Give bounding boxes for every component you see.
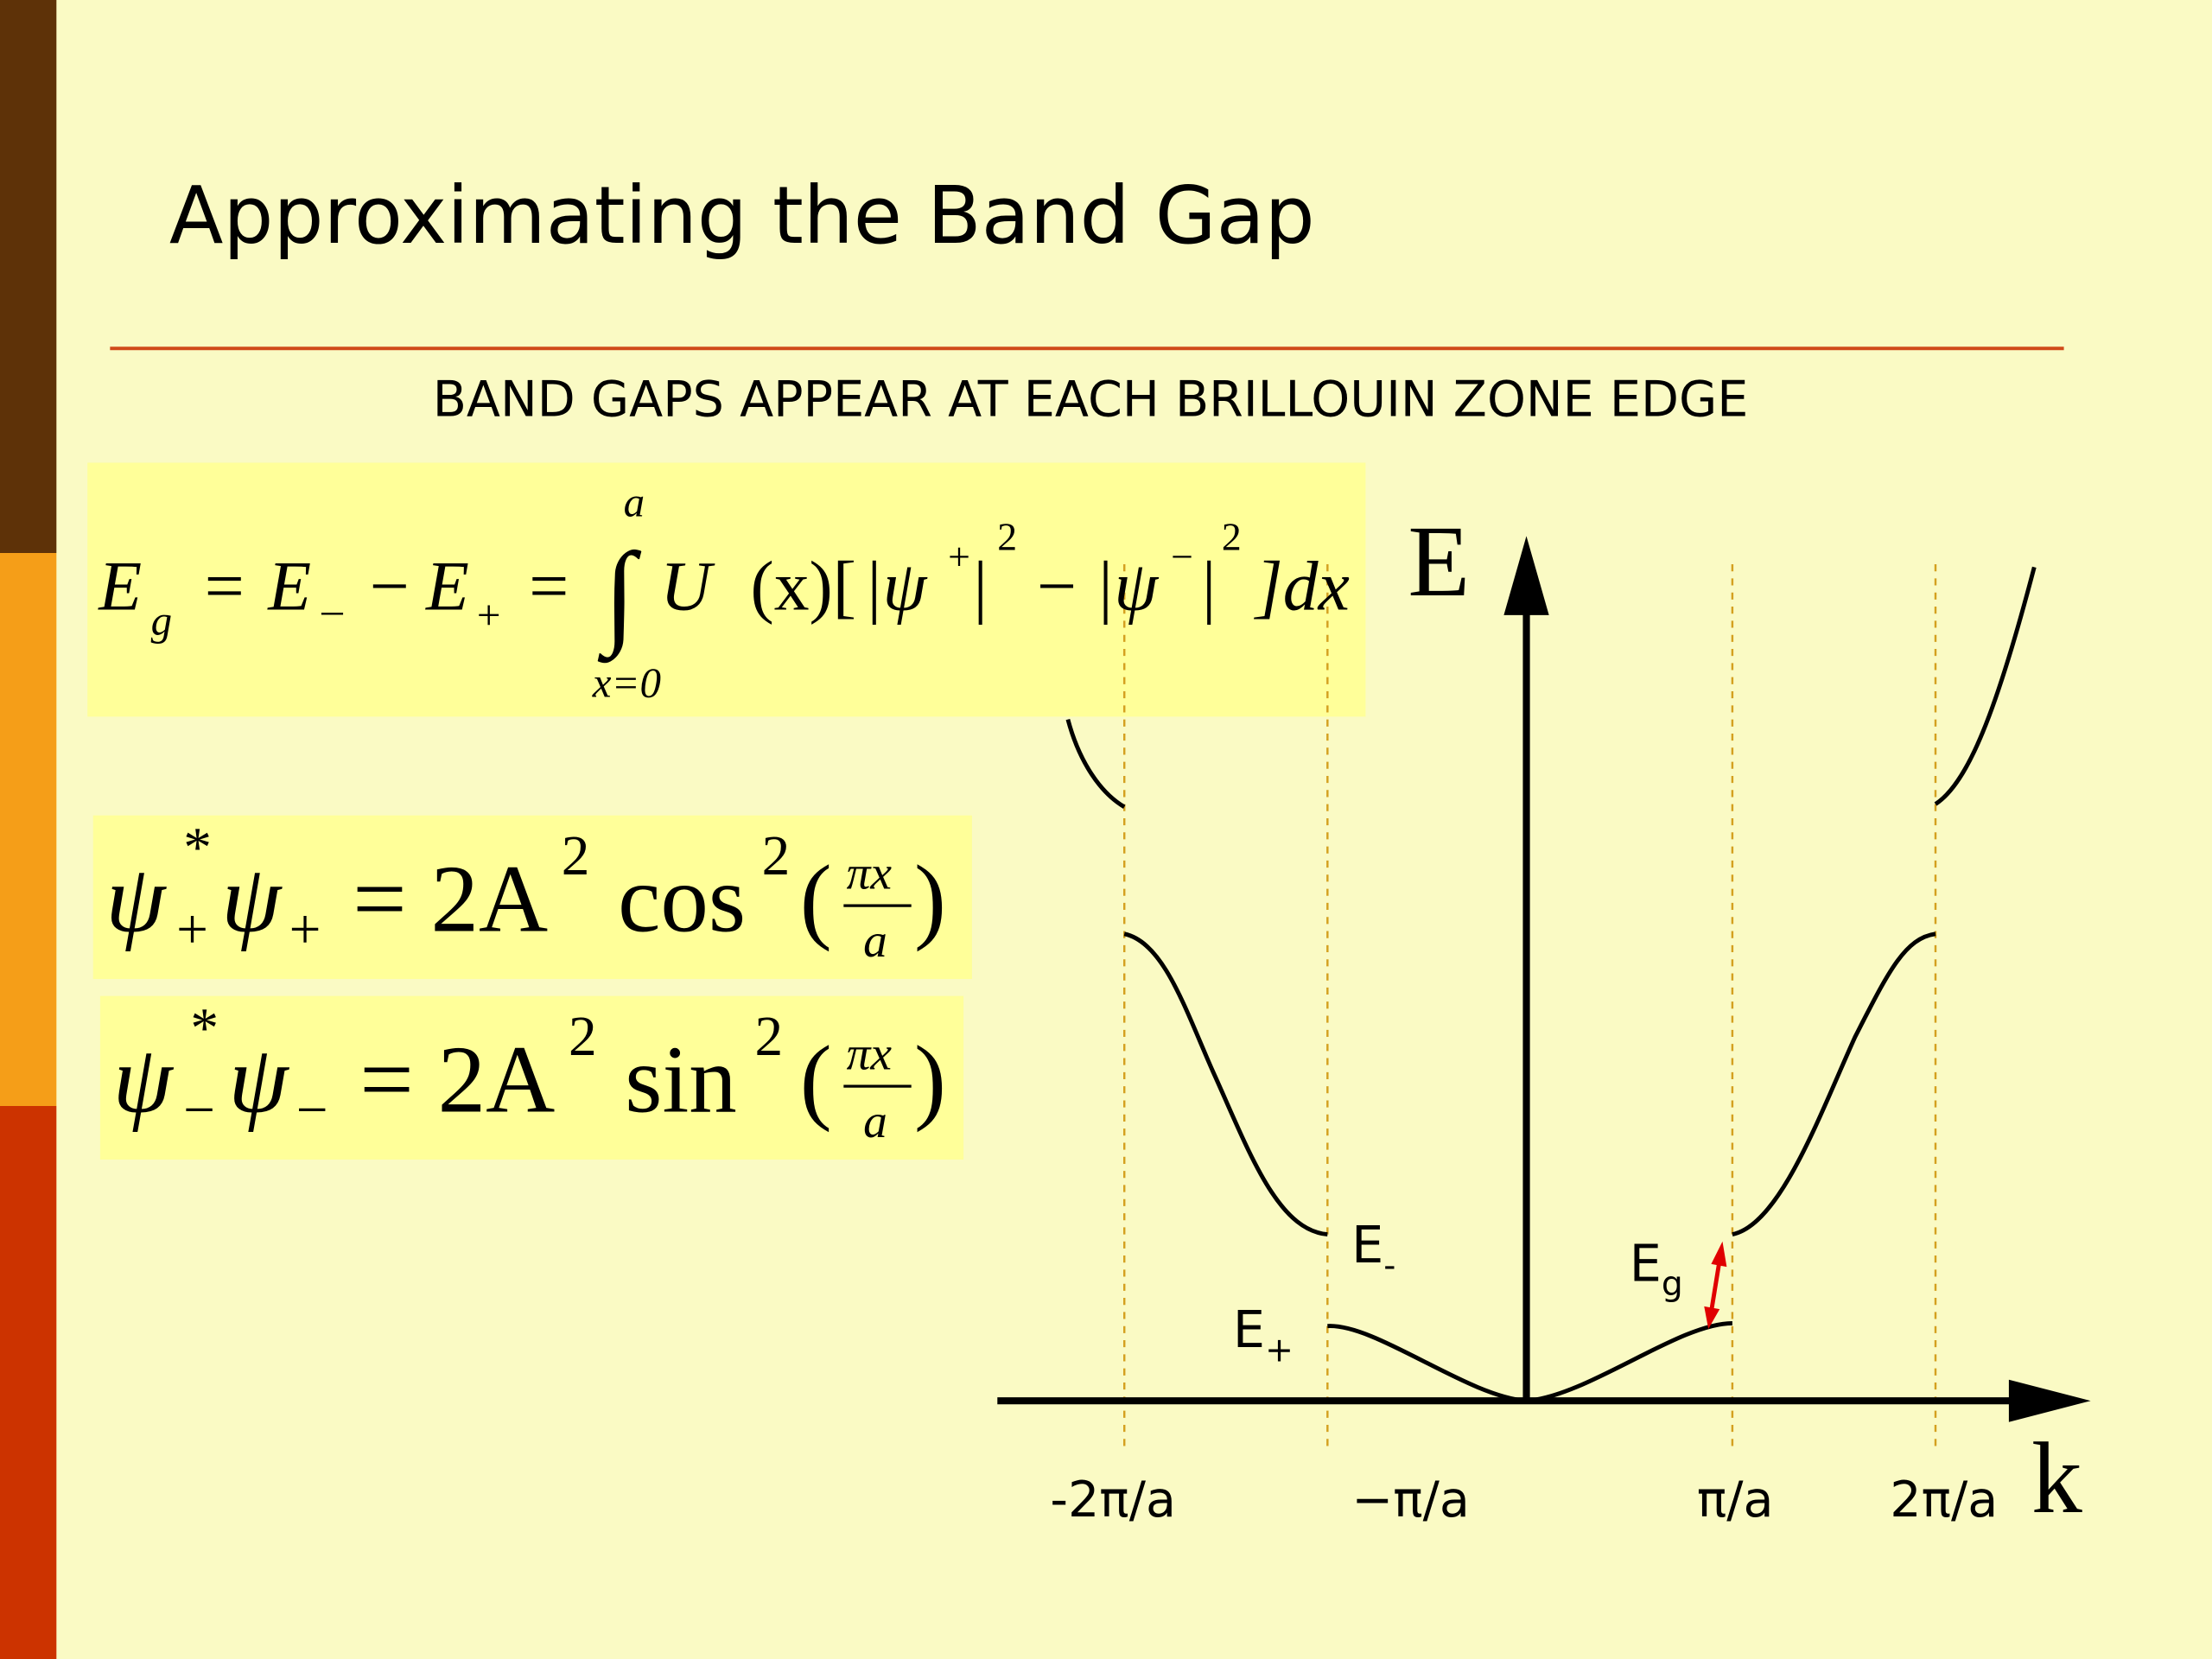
equation-part: g <box>151 597 172 645</box>
band-labels: E- E+ Eg <box>1233 1215 1683 1370</box>
equation-part: − <box>183 1079 215 1141</box>
equation-part: + <box>176 899 208 961</box>
subtitle: BAND GAPS APPEAR AT EACH BRILLOUIN ZONE … <box>433 372 1749 429</box>
equation-part: x=0 <box>592 659 661 707</box>
band-label-text: E <box>1630 1233 1662 1293</box>
equation-part: = <box>205 546 245 625</box>
equation-box <box>92 815 972 980</box>
title: Approximating the Band Gap <box>169 169 1315 262</box>
equation-part: − <box>1037 546 1077 625</box>
equation-part: + <box>948 535 970 579</box>
k-axis-arrow <box>2008 1379 2091 1422</box>
gap-arrow-head <box>1711 1241 1727 1268</box>
equation-part: ψ <box>105 847 167 953</box>
equation-part: U <box>660 546 715 625</box>
band-2 <box>1123 931 1328 1237</box>
e-axis-arrow <box>1503 536 1549 615</box>
strip-red <box>0 1106 57 1659</box>
k-tick-label: π/a <box>1697 1471 1774 1529</box>
zone-edges <box>1123 564 1937 1453</box>
strip-orange <box>0 553 57 1106</box>
equation-part: ψ <box>221 847 283 953</box>
equation-part: E <box>267 546 311 625</box>
equation-part: ∫ <box>598 529 642 663</box>
equation-part: ψ <box>113 1027 175 1134</box>
equation-part: = 2A <box>353 847 548 953</box>
gap-arrow <box>1708 1259 1722 1313</box>
equation-part: πx <box>847 1028 893 1081</box>
equation-box <box>87 462 1366 717</box>
equation-part: ( <box>800 1027 832 1134</box>
equation-part: | <box>1202 546 1216 625</box>
equation-part: E <box>98 546 142 625</box>
equation-part: (x)[ <box>751 546 856 625</box>
band-label-subscript: - <box>1383 1247 1395 1286</box>
band-label-subscript: g <box>1662 1265 1683 1304</box>
equation-part: a <box>863 1096 887 1148</box>
equation-part: 2 <box>754 1006 783 1068</box>
band-label: Eg <box>1630 1233 1683 1303</box>
k-tick-label: 2π/a <box>1890 1471 1998 1529</box>
equation-part: πx <box>847 848 893 900</box>
band-1 <box>1526 1320 1732 1403</box>
equation-part: + <box>289 899 321 961</box>
k-axis-label: k <box>2031 1422 2082 1535</box>
band-label-text: E <box>1351 1215 1383 1274</box>
equation-part: cos <box>618 847 746 953</box>
band-label: E- <box>1351 1215 1395 1285</box>
equation-part: E <box>425 546 469 625</box>
k-tick-label: -2π/a <box>1050 1471 1176 1529</box>
band-3 <box>1065 719 1126 809</box>
bands <box>1065 566 2037 1403</box>
equation-part: |ψ <box>1095 546 1159 625</box>
equation-part: − <box>296 1079 328 1141</box>
equation-part: a <box>863 915 887 968</box>
band-label: E+ <box>1233 1300 1294 1370</box>
equation-part: |ψ <box>863 546 927 625</box>
equation-part: = 2A <box>359 1027 555 1134</box>
equation-part: * <box>190 997 219 1059</box>
equation-part: 2 <box>762 825 791 887</box>
band-1 <box>1327 1324 1527 1403</box>
k-tick-label: −π/a <box>1351 1471 1470 1529</box>
band-label-subscript: + <box>1265 1332 1294 1370</box>
band-label-text: E <box>1233 1300 1265 1359</box>
equation-part: ψ <box>228 1027 289 1134</box>
equation-part: ) <box>914 847 946 953</box>
band-2 <box>1732 931 1936 1236</box>
equation-part: = <box>529 546 569 625</box>
k-ticks: -2π/a −π/a π/a 2π/a <box>1050 1471 1998 1529</box>
equation-part: 2 <box>569 1006 597 1068</box>
strip-brown <box>0 0 57 553</box>
equation-part: – <box>321 586 343 633</box>
equation-part: * <box>183 817 212 879</box>
equation-part: a <box>624 479 645 526</box>
equation-part: + <box>477 591 501 639</box>
equation-part: 2 <box>997 515 1017 559</box>
equation-part: ( <box>800 847 832 953</box>
band-3 <box>1934 566 2037 806</box>
equation-part: 2 <box>1222 515 1242 559</box>
equation-part: 2 <box>562 825 590 887</box>
equation-part: − <box>1171 535 1193 579</box>
equation-part: − <box>370 546 410 625</box>
equation-part: | <box>974 546 988 625</box>
e-axis-label: E <box>1408 505 1470 618</box>
equation-part: sin <box>625 1027 737 1134</box>
equation-part: ]dx <box>1254 546 1350 625</box>
gap-arrow-head <box>1704 1306 1720 1329</box>
equation-box <box>99 995 964 1160</box>
equation-part: ) <box>914 1027 946 1134</box>
